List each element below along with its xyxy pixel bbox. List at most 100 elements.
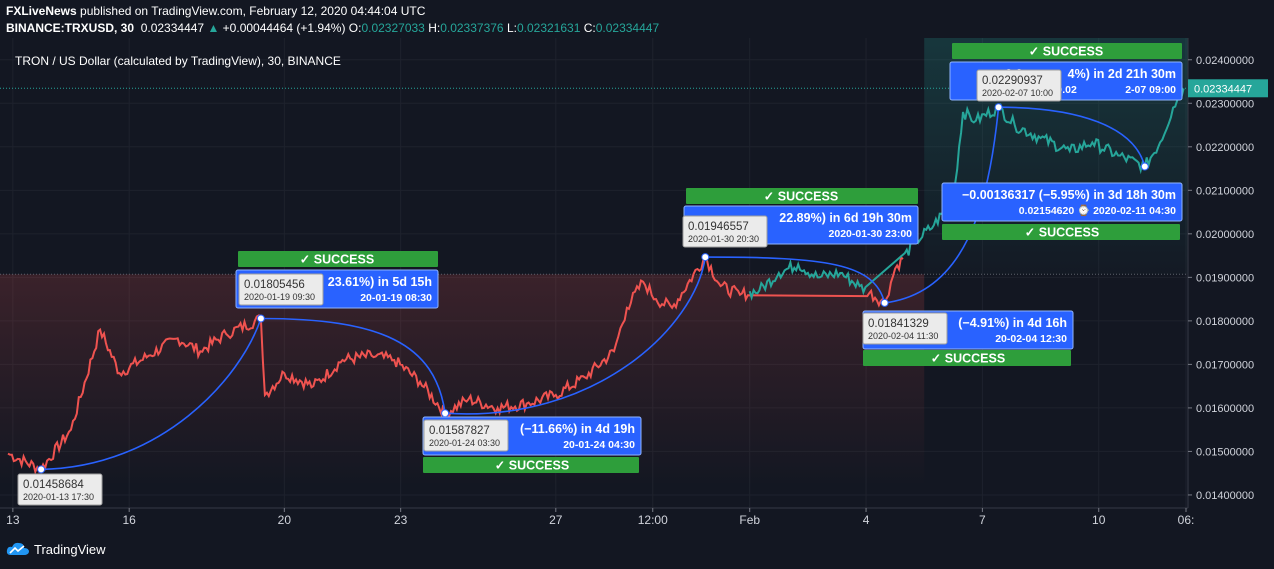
- x-tick-label: 13: [6, 513, 20, 527]
- publish-info: published on TradingView.com, February 1…: [80, 4, 426, 18]
- x-tick-label: 23: [394, 513, 408, 527]
- series-legend: TRON / US Dollar (calculated by TradingV…: [15, 54, 341, 68]
- open-label: O:: [348, 21, 362, 35]
- success-badge: [686, 188, 918, 204]
- success-badge: [423, 457, 639, 473]
- symbol-label[interactable]: BINANCE:TRXUSD, 30: [6, 21, 135, 35]
- last-price-tag: [1188, 79, 1268, 98]
- x-tick-label: 16: [123, 513, 137, 527]
- pivot-point: [994, 103, 1003, 112]
- change-value: +0.00044464 (+1.94%): [222, 21, 346, 35]
- pivot-price: 0.01458684: [23, 479, 84, 491]
- measure-box: [941, 182, 1183, 222]
- x-tick-label: 20: [278, 513, 292, 527]
- pivot-point: [1140, 162, 1149, 171]
- x-tick-label: Feb: [739, 513, 760, 527]
- pivot-point: [256, 314, 265, 323]
- success-badge: [863, 350, 1071, 366]
- y-tick-label: 0.01900000: [1196, 272, 1254, 284]
- pivot-date: 2020-01-19 09:30: [244, 292, 315, 302]
- pivot-callout: [17, 473, 103, 506]
- success-label: ✓ SUCCESS: [300, 253, 374, 267]
- x-tick-label: 06:: [1178, 513, 1195, 527]
- pivot-point: [37, 465, 46, 474]
- x-tick-label: 7: [979, 513, 986, 527]
- success-label: ✓ SUCCESS: [931, 352, 1005, 366]
- measure-line-2: 20-01-24 04:30: [563, 439, 635, 451]
- ohlc-line: BINANCE:TRXUSD, 30 0.02334447 ▲ +0.00044…: [6, 21, 659, 35]
- author-name[interactable]: FXLiveNews: [6, 4, 77, 18]
- pattern-leg-4: [705, 256, 886, 304]
- pivot-point: [701, 253, 710, 262]
- pivot-callout: [682, 215, 768, 248]
- pivot-price: 0.01946557: [688, 221, 749, 233]
- price-line-down: [7, 254, 904, 475]
- y-tick-label: 0.02100000: [1196, 185, 1254, 197]
- pattern-leg-6: [998, 106, 1146, 167]
- measure-line-1: (−11.66%) in 4d 19h: [520, 422, 635, 436]
- y-tick-label: 0.01400000: [1196, 490, 1254, 502]
- y-tick-label: 0.01700000: [1196, 359, 1254, 371]
- pivot-date: 2020-02-04 11:30: [868, 331, 938, 341]
- success-badge: [952, 43, 1182, 59]
- x-tick-label: 10: [1092, 513, 1106, 527]
- y-tick-label: 0.01500000: [1196, 446, 1254, 458]
- measure-line-1: 22.89%) in 6d 19h 30m: [779, 211, 912, 225]
- y-tick-label: 0.02000000: [1196, 229, 1254, 241]
- measure-line-2: 2020-01-30 23:00: [829, 228, 913, 240]
- measure-line-1: (−4.91%) in 4d 16h: [958, 316, 1067, 330]
- y-tick-label: 0.01600000: [1196, 403, 1254, 415]
- measure-line-1: −0.00136317 (−5.95%) in 3d 18h 30m: [962, 188, 1176, 202]
- time-axis: 13 16 20 23 27 12:00 Feb 4 7 10 06:: [0, 507, 1195, 527]
- pivot-callout: [976, 69, 1062, 102]
- tradingview-logo[interactable]: TradingView: [6, 541, 106, 557]
- x-tick-label: 12:00: [638, 513, 668, 527]
- measure-line-2: 20-01-19 08:30: [360, 292, 432, 304]
- y-tick-label: 0.02400000: [1196, 55, 1254, 67]
- pivot-price: 0.01805456: [244, 279, 305, 291]
- cloud-icon: [6, 542, 29, 555]
- pivot-price: 0.01587827: [429, 425, 490, 437]
- pivot-date: 2020-01-13 17:30: [23, 492, 94, 502]
- price-line-up: [748, 88, 1185, 302]
- pivot-callout: [423, 419, 509, 452]
- pivot-date: 2020-02-07 10:00: [982, 88, 1053, 98]
- measure-line-2: 0.02154620 ⌚ 2020-02-11 04:30: [1019, 204, 1176, 217]
- pivot-date: 2020-01-24 03:30: [429, 438, 500, 448]
- measure-line-1: 23.61%) in 5d 15h: [328, 275, 432, 289]
- low-value: 0.02321631: [516, 21, 581, 35]
- close-label: C:: [583, 21, 596, 35]
- price-axis: 0.01400000 0.01500000 0.01600000 0.01700000…: [1187, 38, 1274, 512]
- pivot-price: 0.02290937: [982, 75, 1043, 87]
- last-price-value: 0.02334447: [1194, 83, 1252, 95]
- success-label: ✓ SUCCESS: [495, 459, 569, 473]
- pivot-date: 2020-01-30 20:30: [688, 234, 759, 244]
- publish-line: FXLiveNews published on TradingView.com,…: [6, 4, 425, 18]
- x-tick-label: 4: [863, 513, 870, 527]
- series-legend-text: TRON / US Dollar (calculated by TradingV…: [15, 54, 341, 68]
- pivot-point: [880, 298, 889, 307]
- high-value: 0.02337376: [440, 21, 504, 35]
- success-label: ✓ SUCCESS: [1029, 45, 1103, 59]
- pivot-callout: [238, 273, 324, 306]
- measure-line-2: 0.02 2-07 09:00: [1056, 84, 1176, 96]
- low-label: L:: [506, 21, 517, 35]
- pivot-price: 0.01841329: [868, 318, 929, 330]
- y-tick-label: 0.02300000: [1196, 98, 1254, 110]
- change-arrow-icon: ▲: [207, 21, 220, 35]
- pattern-leg-2: [260, 317, 446, 414]
- last-price: 0.02334447: [140, 21, 205, 35]
- pattern-leg-3: [445, 256, 707, 415]
- measure-line-2: 20-02-04 12:30: [995, 333, 1067, 345]
- pivot-callout: [862, 312, 948, 345]
- high-label: H:: [428, 21, 441, 35]
- pattern-leg-1: [41, 318, 262, 471]
- pivot-point: [441, 409, 450, 418]
- footer-logo-text: TradingView: [34, 541, 106, 557]
- x-tick-label: 27: [549, 513, 563, 527]
- y-tick-label: 0.02200000: [1196, 142, 1254, 154]
- success-badge: [238, 251, 438, 267]
